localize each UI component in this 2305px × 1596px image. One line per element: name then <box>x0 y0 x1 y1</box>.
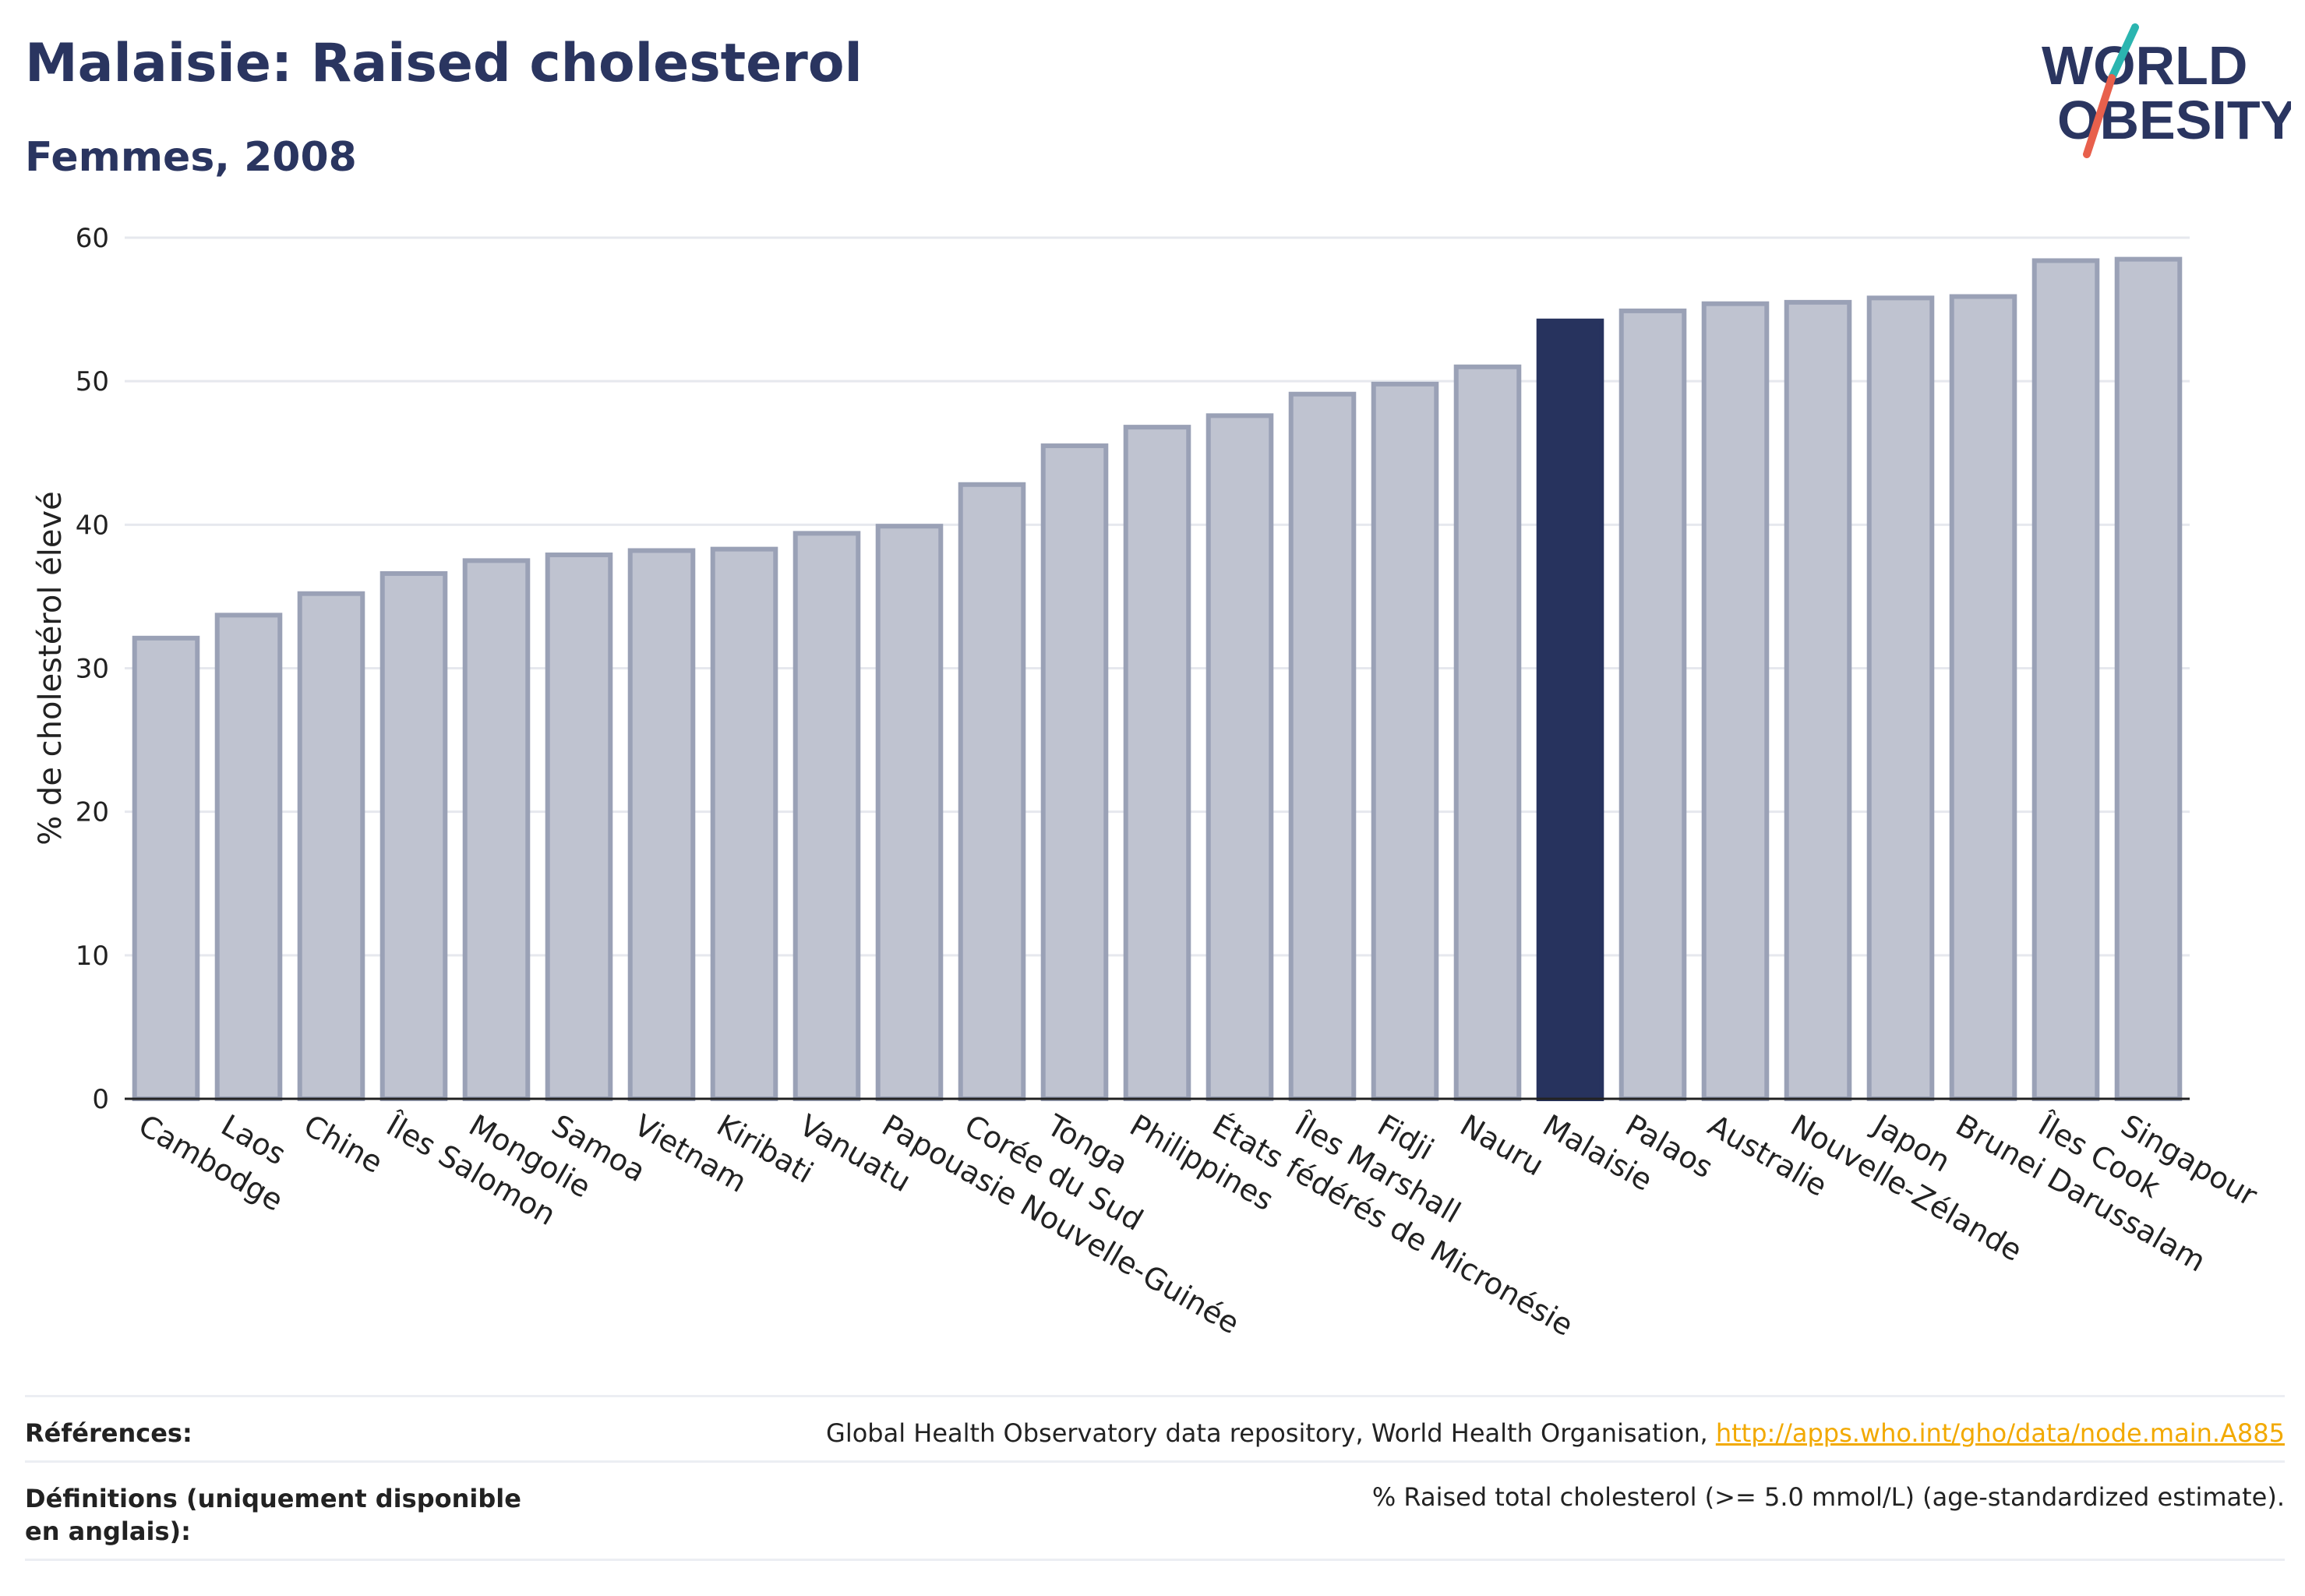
definitions-label: Définitions (uniquement disponible en an… <box>25 1484 521 1546</box>
y-tick-label: 20 <box>76 797 109 828</box>
references-value: Global Health Observatory data repositor… <box>826 1418 2285 1448</box>
bar <box>627 548 696 1101</box>
bar <box>1784 299 1852 1101</box>
bar <box>710 546 778 1101</box>
chart-subtitle: Femmes, 2008 <box>25 134 357 181</box>
bar <box>1123 425 1191 1101</box>
x-tick-label: Chine <box>298 1108 389 1180</box>
world-obesity-logo: WORLD OBESITY <box>2042 23 2291 158</box>
bar <box>2114 256 2183 1101</box>
bar <box>545 553 613 1101</box>
bar <box>297 591 365 1101</box>
chart-title: Malaisie: Raised cholesterol <box>25 33 863 94</box>
y-tick-label: 10 <box>76 941 109 972</box>
bar <box>2031 258 2100 1101</box>
bar <box>1453 364 1522 1101</box>
y-tick-label: 0 <box>92 1084 109 1115</box>
y-tick-label: 50 <box>76 366 109 397</box>
bar <box>1949 294 2017 1102</box>
bar <box>1866 295 1935 1102</box>
logo-slash-teal <box>2108 23 2139 82</box>
bar <box>958 482 1026 1101</box>
bar <box>462 558 531 1101</box>
footer-rule-top <box>25 1395 2285 1397</box>
bar <box>792 531 861 1101</box>
y-tick-label: 60 <box>76 223 109 254</box>
bar <box>1205 413 1274 1101</box>
footer-rule-mid <box>25 1460 2285 1463</box>
references-link[interactable]: http://apps.who.int/gho/data/node.main.A… <box>1715 1418 2285 1448</box>
footer-rule-bottom <box>25 1559 2285 1561</box>
bar <box>1618 308 1687 1101</box>
bar <box>379 570 448 1101</box>
bar <box>132 635 200 1101</box>
bar <box>875 524 944 1101</box>
bar <box>1536 318 1604 1102</box>
references-label: Références: <box>25 1418 192 1448</box>
y-axis-label: % de cholestérol élevé <box>33 491 69 846</box>
logo-slash-red <box>2083 74 2116 158</box>
logo-line1: WORLD <box>2042 35 2247 96</box>
bar <box>1040 443 1109 1101</box>
bar <box>214 613 283 1101</box>
y-tick-label: 30 <box>76 654 109 685</box>
bar <box>1288 391 1357 1102</box>
x-tick-label: Nauru <box>1455 1108 1550 1183</box>
definitions-text: % Raised total cholesterol (>= 5.0 mmol/… <box>1371 1482 2285 1512</box>
references-row: Références: Global Health Observatory da… <box>25 1418 2285 1449</box>
bar <box>1701 301 1770 1101</box>
y-tick-label: 40 <box>76 510 109 541</box>
definitions-row: Définitions (uniquement disponible en an… <box>25 1482 2285 1552</box>
bar <box>1371 381 1439 1102</box>
references-text: Global Health Observatory data repositor… <box>826 1418 1716 1448</box>
